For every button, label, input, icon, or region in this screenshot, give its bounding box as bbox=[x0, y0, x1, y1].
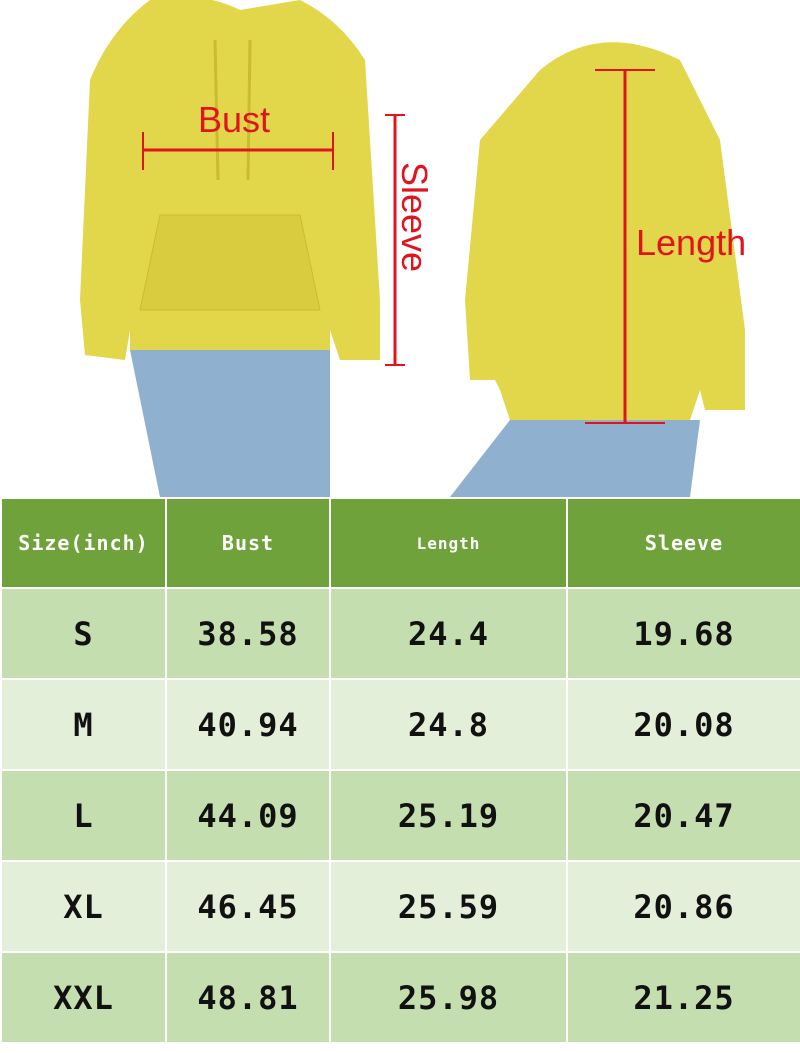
bust-cell: 38.58 bbox=[165, 587, 331, 680]
sleeve-cell: 19.68 bbox=[566, 587, 800, 680]
sleeve-label: Sleeve bbox=[394, 162, 435, 272]
size-table: Size(inch) Bust Length Sleeve S 38.58 24… bbox=[0, 497, 800, 1044]
length-cell: 25.98 bbox=[329, 951, 568, 1044]
length-cell: 25.19 bbox=[329, 769, 568, 862]
bust-cell: 40.94 bbox=[165, 678, 331, 771]
length-cell: 24.8 bbox=[329, 678, 568, 771]
bust-label: Bust bbox=[198, 99, 270, 140]
length-cell: 24.4 bbox=[329, 587, 568, 680]
table-row: M 40.94 24.8 20.08 bbox=[0, 678, 800, 771]
size-cell: XL bbox=[0, 860, 167, 953]
table-row: L 44.09 25.19 20.47 bbox=[0, 769, 800, 862]
back-view: Length bbox=[450, 42, 746, 497]
length-label: Length bbox=[636, 222, 746, 263]
header-length: Length bbox=[329, 497, 568, 589]
table-row: XXL 48.81 25.98 21.25 bbox=[0, 951, 800, 1044]
sleeve-cell: 20.08 bbox=[566, 678, 800, 771]
size-cell: L bbox=[0, 769, 167, 862]
sleeve-cell: 20.86 bbox=[566, 860, 800, 953]
bust-cell: 46.45 bbox=[165, 860, 331, 953]
table-row: S 38.58 24.4 19.68 bbox=[0, 587, 800, 680]
sleeve-cell: 21.25 bbox=[566, 951, 800, 1044]
bust-cell: 44.09 bbox=[165, 769, 331, 862]
product-photo: Bust Sleeve Length bbox=[80, 0, 746, 497]
front-view: Bust Sleeve bbox=[80, 0, 435, 497]
sleeve-cell: 20.47 bbox=[566, 769, 800, 862]
length-cell: 25.59 bbox=[329, 860, 568, 953]
bust-cell: 48.81 bbox=[165, 951, 331, 1044]
size-cell: M bbox=[0, 678, 167, 771]
header-sleeve: Sleeve bbox=[566, 497, 800, 589]
header-bust: Bust bbox=[165, 497, 331, 589]
size-cell: S bbox=[0, 587, 167, 680]
header-size: Size(inch) bbox=[0, 497, 167, 589]
size-cell: XXL bbox=[0, 951, 167, 1044]
table-header-row: Size(inch) Bust Length Sleeve bbox=[0, 497, 800, 589]
table-row: XL 46.45 25.59 20.86 bbox=[0, 860, 800, 953]
